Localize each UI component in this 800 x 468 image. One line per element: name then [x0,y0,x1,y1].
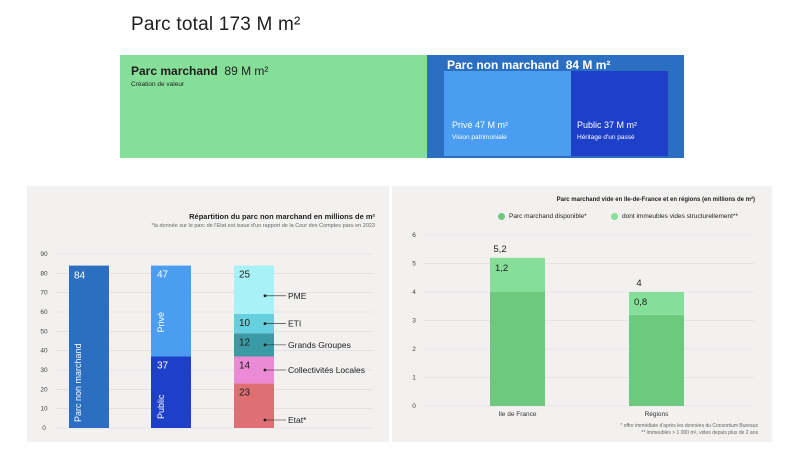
callout-label: ETI [288,319,301,329]
bar-segment [234,333,274,357]
y-tick-label: 70 [40,290,48,297]
callout-label: PME [288,291,307,301]
chart1-title: Répartition du parc non marchand en mill… [189,212,375,221]
y-tick-label: 2 [412,346,416,353]
bar-value-label: 10 [239,318,251,329]
legend-dot-disponible [498,213,505,220]
y-tick-label: 50 [40,328,48,335]
prive-label: Privé 47 M m² [452,120,509,130]
y-tick-label: 1 [412,375,416,382]
marchand-sublabel: Création de valeur [131,81,185,88]
y-tick-label: 20 [40,386,48,393]
chart-marchand-vide: 0 1 2 3 4 5 6 1,2 5,2 Ile de France 0,8 4 Régions [412,232,754,418]
treemap-prive: Privé 47 M m² Vision patrimoniale [444,71,571,156]
marchand-value: 89 M m² [224,64,269,78]
bar-value-label: 25 [239,270,251,281]
chart2-title: Parc marchand vide en Ile-de-France et e… [556,197,755,203]
prive-sublabel: Vision patrimoniale [452,134,507,141]
legend-label-vides: dont immeubles vides structurellement** [622,213,738,220]
total-value-label: 4 [636,278,641,289]
x-category-label: Régions [645,411,670,418]
legend-item-disponible: Parc marchand disponible* [498,213,587,220]
panel-marchand-vide [392,186,772,442]
y-tick-label: 90 [40,251,48,258]
legend-item-vides: dont immeubles vides structurellement** [611,213,738,220]
bar-value-label: 12 [239,337,251,348]
segment-value-label: 0,8 [634,297,647,308]
chart1-subtitle: *la donnée sur le parc de l'Etat est iss… [151,223,375,229]
segment-value-label: 1,2 [495,263,508,274]
treemap-marchand: Parc marchand 89 M m² Création de valeur [120,55,427,158]
public-label: Public 37 M m² [577,120,638,130]
y-tick-label: 6 [412,232,416,239]
y-tick-label: 40 [40,348,48,355]
bar-segment-disponible [490,292,545,406]
bar-value-label: 14 [239,360,251,371]
bar-segment-public [151,356,191,428]
bar-segment-prive [151,265,191,357]
footnote-1: * offre immédiate d'après les données du… [620,423,758,429]
bar-segment-name-label: Public [156,394,166,419]
total-value-label: 5,2 [493,244,506,255]
public-sublabel: Héritage d'un passé [577,134,635,141]
y-tick-label: 0 [42,425,46,432]
x-category-label: Ile de France [499,411,537,418]
bar-value-label: 84 [74,271,86,282]
bar-value-label: 47 [157,270,169,281]
marchand-label: Parc marchand [131,64,218,78]
y-tick-label: 30 [40,367,48,374]
y-tick-label: 10 [40,406,48,413]
bar-segment-vides [629,292,684,315]
y-tick-label: 5 [412,261,416,268]
y-tick-label: 4 [412,289,416,296]
bar-value-label: 23 [239,388,251,399]
page-title: Parc total 173 M m² [131,14,301,35]
bar-segment-disponible [629,314,684,406]
non-marchand-label: Parc non marchand [447,58,560,72]
bar-segment [234,383,274,428]
bar-segment-vides [490,257,545,292]
callout-label: Collectivités Locales [288,365,365,375]
callout-label: Grands Groupes [288,340,351,350]
y-tick-label: 0 [412,403,416,410]
y-tick-label: 60 [40,309,48,316]
bar-segment-parc-non-marchand [69,265,109,428]
y-tick-label: 80 [40,270,48,277]
treemap-public: Public 37 M m² Héritage d'un passé [571,71,668,156]
footnote-2: ** immeubles > 1 000 m², vides depuis pl… [641,430,758,436]
callout-label: Etat* [288,415,307,425]
bar-segment-name-label: Privé [156,312,166,333]
legend-dot-vides [611,213,618,220]
treemap-non-marchand: Parc non marchand 84 M m² Privé 47 M m² … [427,55,684,158]
y-tick-label: 3 [412,318,416,325]
legend-label-disponible: Parc marchand disponible* [509,213,587,220]
bar-segment [234,265,274,314]
non-marchand-value: 84 M m² [565,58,611,72]
chart-non-marchand: 0 10 20 30 40 50 60 70 80 90 84 Parc non marchand 37… [40,251,373,432]
bar-segment-name-label: Parc non marchand [73,343,83,422]
bar-segment [234,313,274,334]
bar-value-label: 37 [157,360,169,371]
